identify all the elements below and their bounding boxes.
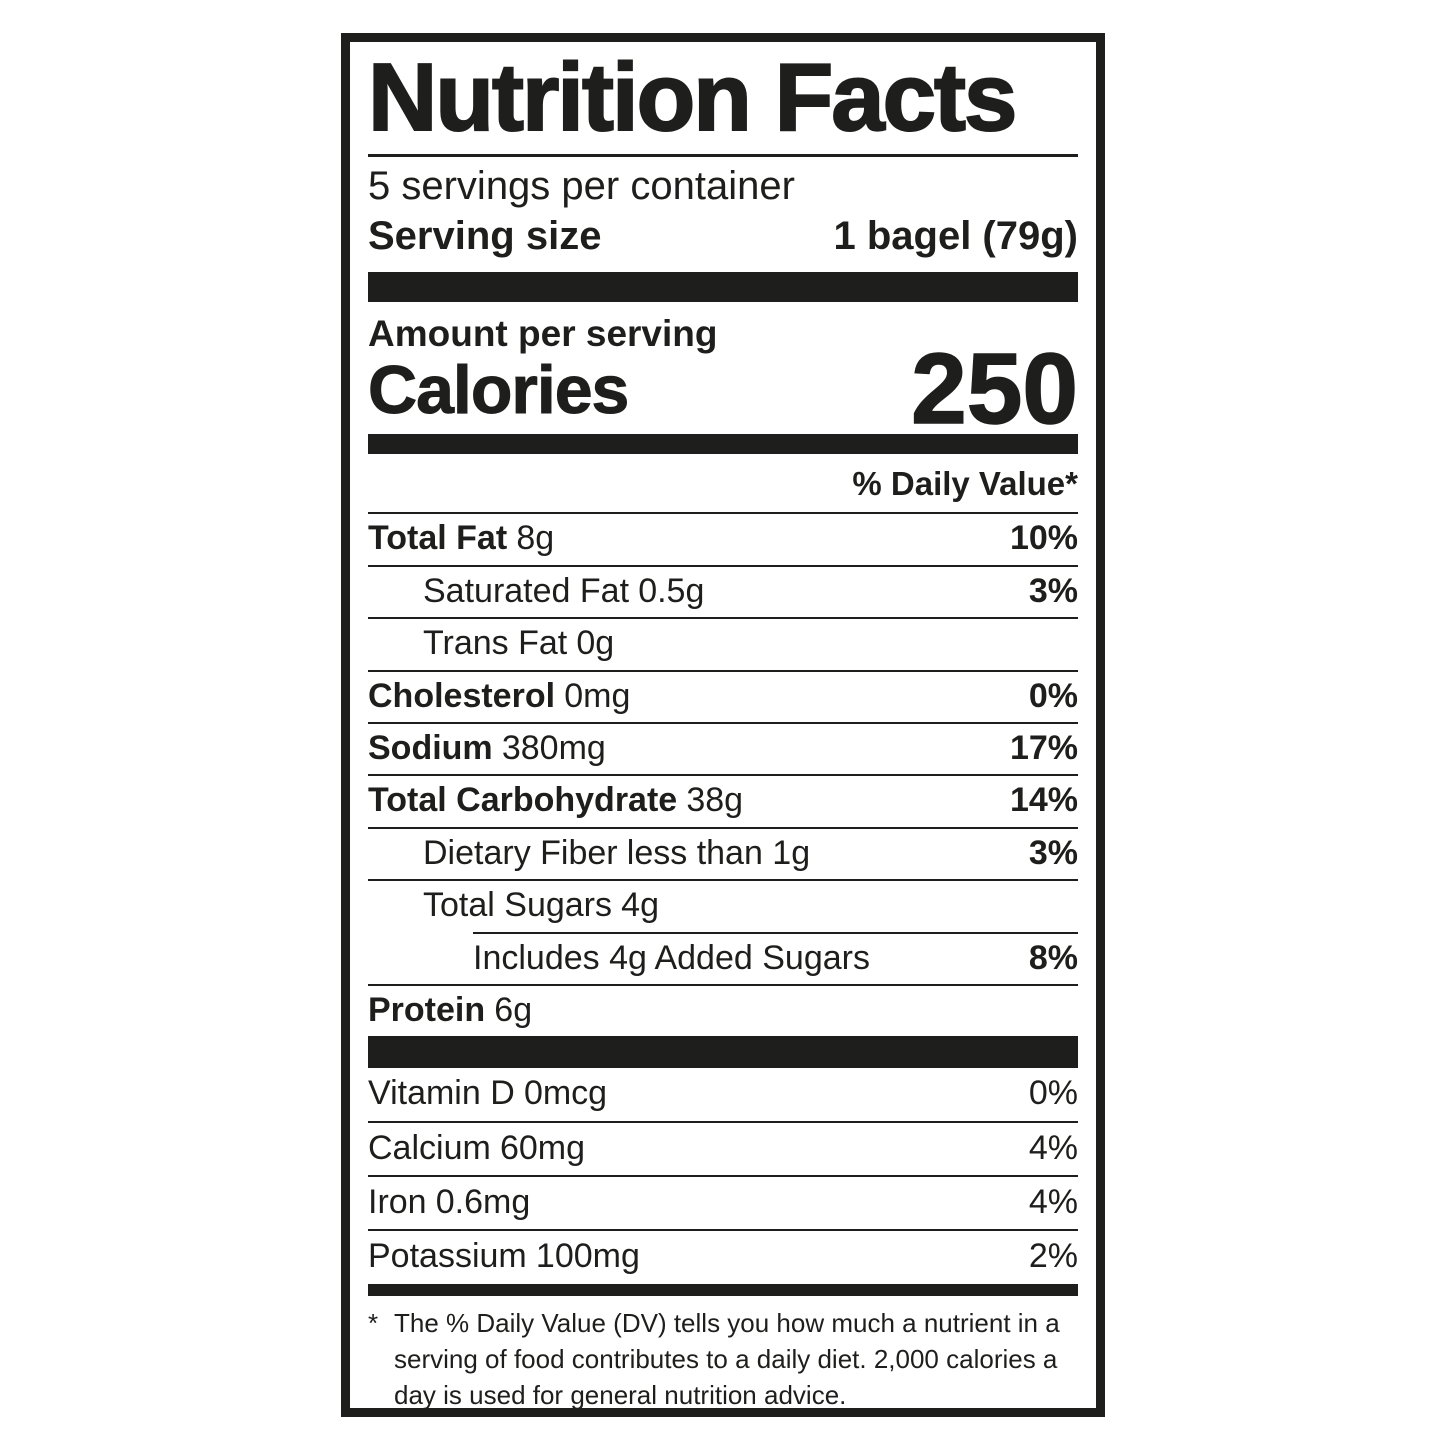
- row-vitamin-d: Vitamin D 0mcg 0%: [368, 1066, 1078, 1120]
- nutrient-amount: 0.5g: [638, 571, 705, 610]
- nutrient-name: Saturated Fat: [423, 571, 630, 610]
- nutrient-name: Cholesterol: [368, 676, 556, 715]
- nutrient-dv: 14%: [1009, 781, 1078, 820]
- nutrient-amount: 8g: [516, 519, 555, 558]
- servings-per-container: 5 servings per container: [368, 164, 795, 208]
- row-saturated-fat: Saturated Fat 0.5g 3%: [368, 564, 1078, 617]
- calories-label: Calories: [368, 351, 630, 428]
- footnote-asterisk: *: [368, 1307, 379, 1338]
- amount-per-serving-label: Amount per serving: [368, 313, 718, 354]
- row-total-carbohydrate: Total Carbohydrate 38g 14%: [368, 774, 1078, 826]
- row-protein: Protein 6g: [368, 983, 1078, 1036]
- nutrient-amount: 0mg: [564, 676, 631, 715]
- thick-divider-bar: [368, 1036, 1078, 1067]
- daily-value-header: % Daily Value*: [852, 465, 1078, 503]
- vitamin-dv: 4%: [1028, 1128, 1078, 1167]
- serving-size-value: 1 bagel (79g): [833, 214, 1078, 258]
- nutrient-name: Includes 4g Added Sugars: [473, 938, 870, 977]
- nutrient-name: Total Sugars: [423, 886, 612, 925]
- serving-size-label: Serving size: [368, 214, 602, 258]
- vitamin-amount: 0mcg: [523, 1074, 608, 1113]
- vitamin-amount: 60mg: [499, 1128, 586, 1167]
- medium-divider-bar: [368, 434, 1078, 455]
- nutrient-name: Dietary Fiber: [423, 833, 618, 872]
- row-calcium: Calcium 60mg 4%: [368, 1120, 1078, 1175]
- vitamin-dv: 0%: [1028, 1074, 1078, 1113]
- nutrient-dv: 3%: [1028, 833, 1078, 872]
- vitamin-dv: 2%: [1028, 1237, 1078, 1276]
- vitamin-amount: 0.6mg: [435, 1183, 531, 1222]
- nutrient-dv: 10%: [1009, 519, 1078, 558]
- nutrient-amount: 380mg: [501, 728, 606, 767]
- footnote-text: The % Daily Value (DV) tells you how muc…: [394, 1307, 1060, 1410]
- nutrient-dv: 0%: [1028, 676, 1078, 715]
- nutrient-amount: 38g: [686, 781, 744, 820]
- nutrient-name: Total Fat: [368, 519, 508, 558]
- row-total-sugars: Total Sugars 4g: [368, 879, 1078, 931]
- daily-value-footnote: * The % Daily Value (DV) tells you how m…: [368, 1306, 1078, 1410]
- nutrient-dv: 3%: [1028, 571, 1078, 610]
- row-added-sugars: Includes 4g Added Sugars 8%: [473, 931, 1078, 984]
- nutrient-amount: 6g: [494, 990, 533, 1029]
- nutrient-dv: 8%: [1028, 938, 1078, 977]
- vitamin-dv: 4%: [1028, 1183, 1078, 1222]
- row-iron: Iron 0.6mg 4%: [368, 1175, 1078, 1229]
- calories-value: 250: [910, 333, 1078, 446]
- nutrient-amount: less than 1g: [626, 833, 811, 872]
- vitamin-name: Potassium: [368, 1237, 527, 1276]
- vitamin-amount: 100mg: [535, 1237, 640, 1276]
- nutrient-amount: 0g: [576, 624, 615, 663]
- nutrient-name: Protein: [368, 990, 486, 1029]
- thick-divider-bar: [368, 272, 1078, 302]
- nutrient-name: Total Carbohydrate: [368, 781, 678, 820]
- nutrient-name: Sodium: [368, 728, 493, 767]
- row-cholesterol: Cholesterol 0mg 0%: [368, 669, 1078, 722]
- nutrient-amount: 4g: [621, 886, 659, 925]
- title-divider: [368, 154, 1078, 157]
- row-trans-fat: Trans Fat 0g: [368, 617, 1078, 669]
- row-sodium: Sodium 380mg 17%: [368, 721, 1078, 774]
- vitamin-name: Iron: [368, 1183, 427, 1222]
- row-total-fat: Total Fat 8g 10%: [368, 512, 1078, 564]
- nutrient-dv: 17%: [1009, 728, 1078, 767]
- calories-section: Amount per serving Calories 250: [368, 313, 1079, 440]
- label-title: Nutrition Facts: [367, 44, 1018, 151]
- row-potassium: Potassium 100mg 2%: [368, 1229, 1078, 1283]
- small-divider-bar: [368, 1283, 1078, 1296]
- nutrition-facts-label: Nutrition Facts 5 servings per container…: [341, 33, 1105, 1417]
- vitamin-name: Calcium: [368, 1128, 491, 1167]
- row-dietary-fiber: Dietary Fiber less than 1g 3%: [368, 826, 1078, 879]
- vitamin-name: Vitamin D: [368, 1074, 515, 1113]
- nutrient-name: Trans Fat: [423, 624, 568, 663]
- serving-size-row: Serving size 1 bagel (79g): [368, 212, 1078, 260]
